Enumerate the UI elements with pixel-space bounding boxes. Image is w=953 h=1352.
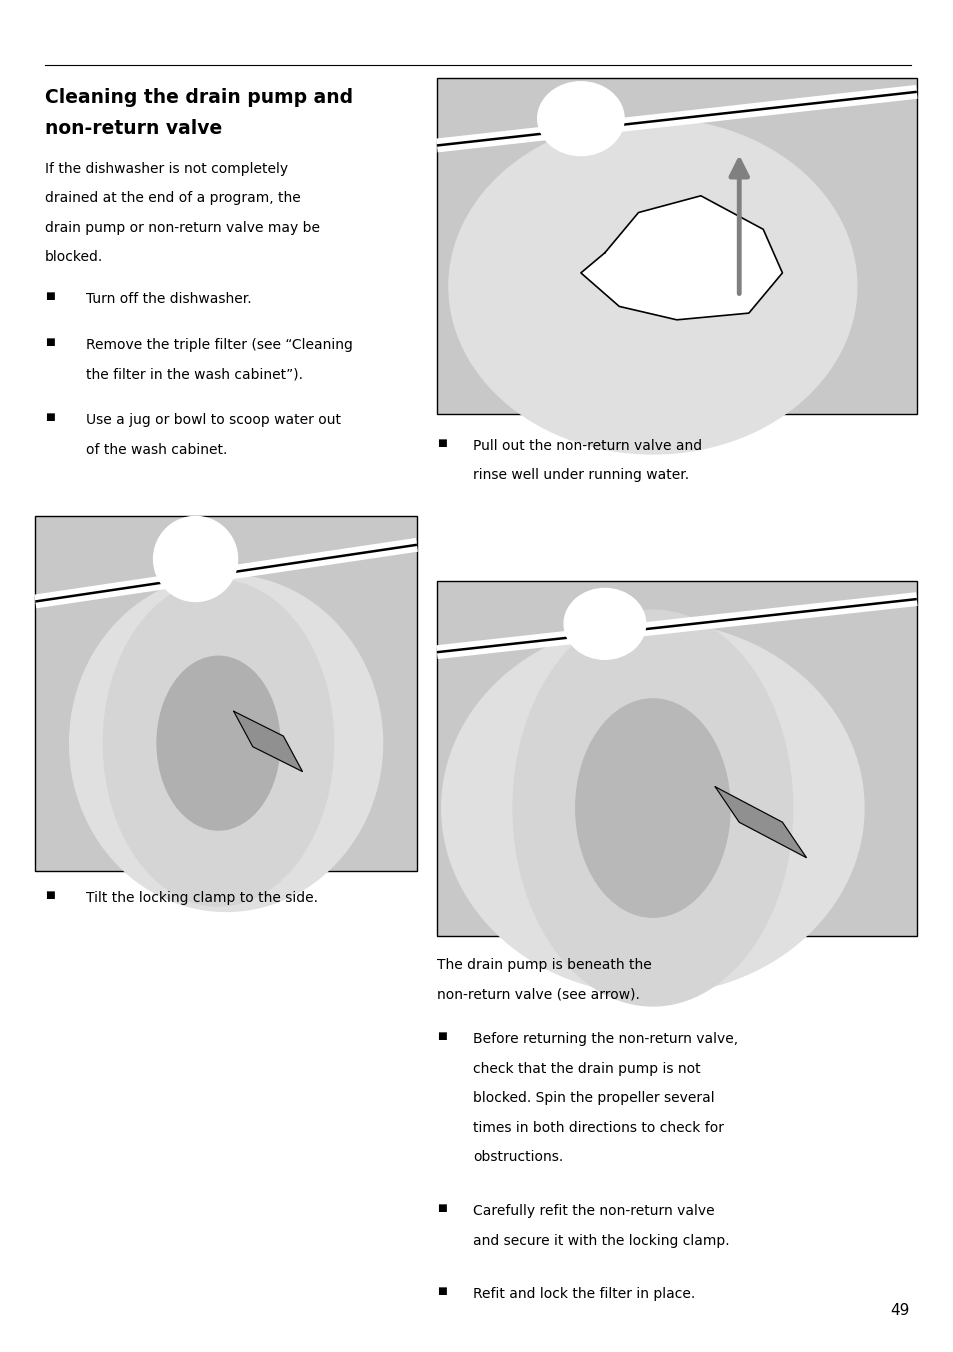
Text: drain pump or non-return valve may be: drain pump or non-return valve may be — [45, 220, 319, 235]
Polygon shape — [580, 196, 781, 320]
Text: of the wash cabinet.: of the wash cabinet. — [86, 442, 227, 457]
Ellipse shape — [153, 516, 237, 602]
Text: times in both directions to check for: times in both directions to check for — [473, 1121, 723, 1134]
Text: 49: 49 — [889, 1303, 908, 1318]
Ellipse shape — [449, 119, 856, 454]
Text: ■: ■ — [45, 337, 54, 347]
Text: ■: ■ — [45, 412, 54, 422]
Circle shape — [104, 581, 333, 906]
Text: ■: ■ — [436, 1203, 446, 1213]
Text: check that the drain pump is not: check that the drain pump is not — [473, 1061, 700, 1076]
Text: obstructions.: obstructions. — [473, 1151, 563, 1164]
Circle shape — [513, 611, 791, 1006]
Text: non-return valve (see arrow).: non-return valve (see arrow). — [436, 987, 639, 1002]
Text: non-return valve: non-return valve — [45, 119, 222, 138]
Bar — [35, 516, 416, 871]
Text: ■: ■ — [45, 291, 54, 301]
Text: Use a jug or bowl to scoop water out: Use a jug or bowl to scoop water out — [86, 414, 340, 427]
Text: ■: ■ — [436, 1286, 446, 1297]
Text: Refit and lock the filter in place.: Refit and lock the filter in place. — [473, 1287, 695, 1302]
Ellipse shape — [70, 575, 382, 911]
Text: If the dishwasher is not completely: If the dishwasher is not completely — [45, 162, 288, 176]
Ellipse shape — [563, 588, 645, 660]
Ellipse shape — [441, 622, 863, 994]
Text: ■: ■ — [436, 438, 446, 448]
Text: Carefully refit the non-return valve: Carefully refit the non-return valve — [473, 1205, 714, 1218]
Text: drained at the end of a program, the: drained at the end of a program, the — [45, 191, 300, 206]
Text: blocked.: blocked. — [45, 250, 103, 264]
Text: ■: ■ — [45, 890, 54, 899]
Text: Turn off the dishwasher.: Turn off the dishwasher. — [86, 292, 252, 307]
Text: ■: ■ — [436, 1032, 446, 1041]
Bar — [436, 78, 916, 414]
Text: Before returning the non-return valve,: Before returning the non-return valve, — [473, 1032, 738, 1046]
Text: blocked. Spin the propeller several: blocked. Spin the propeller several — [473, 1091, 714, 1105]
Text: Tilt the locking clamp to the side.: Tilt the locking clamp to the side. — [86, 891, 317, 904]
Text: Pull out the non-return valve and: Pull out the non-return valve and — [473, 438, 701, 453]
Ellipse shape — [537, 81, 623, 155]
Text: Cleaning the drain pump and: Cleaning the drain pump and — [45, 88, 353, 107]
Bar — [436, 581, 916, 936]
Text: and secure it with the locking clamp.: and secure it with the locking clamp. — [473, 1233, 729, 1248]
Text: the filter in the wash cabinet”).: the filter in the wash cabinet”). — [86, 368, 302, 381]
Polygon shape — [715, 787, 805, 857]
Text: rinse well under running water.: rinse well under running water. — [473, 468, 689, 483]
Text: The drain pump is beneath the: The drain pump is beneath the — [436, 959, 651, 972]
Text: Remove the triple filter (see “Cleaning: Remove the triple filter (see “Cleaning — [86, 338, 353, 352]
Circle shape — [576, 699, 729, 917]
Circle shape — [157, 657, 279, 830]
Polygon shape — [233, 711, 302, 772]
